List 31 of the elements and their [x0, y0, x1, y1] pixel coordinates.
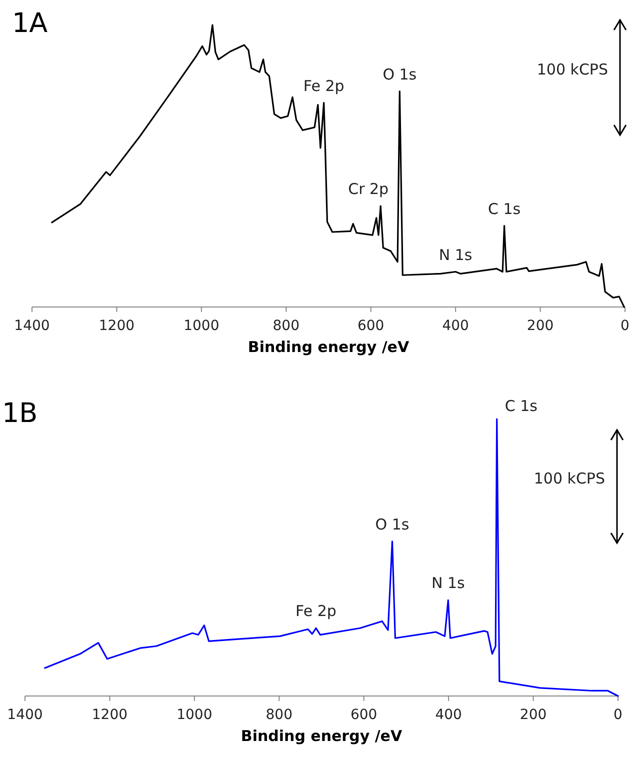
annotation: 100 kCPS [534, 470, 605, 488]
x-tick-label: 400 [442, 318, 469, 334]
chart-title: 1B [2, 398, 38, 429]
x-tick-label: 800 [272, 318, 300, 334]
annotation: O 1s [382, 65, 417, 84]
x-axis-title: Binding energy /eV [248, 338, 410, 356]
annotation: Cr 2p [348, 180, 389, 198]
x-tick-label: 0 [614, 707, 622, 723]
annotation: Fe 2p [296, 602, 336, 620]
annotation: N 1s [438, 246, 472, 264]
x-tick-label: 1000 [176, 707, 212, 723]
x-tick-label: 600 [350, 707, 378, 723]
x-tick-label: 600 [357, 318, 384, 334]
annotation: Fe 2p [303, 76, 344, 95]
chart-title: 1A [12, 8, 48, 39]
annotation: C 1s [488, 200, 521, 218]
x-tick-label: 1200 [98, 318, 135, 334]
x-tick-label: 1200 [92, 707, 128, 723]
x-tick-label: 200 [520, 707, 547, 723]
x-tick-label: 200 [526, 318, 554, 334]
x-tick-label: 1400 [14, 318, 50, 334]
x-tick-label: 0 [620, 318, 630, 334]
x-tick-label: 1400 [7, 707, 43, 723]
x-axis-title: Binding energy /eV [240, 727, 402, 745]
x-tick-label: 800 [266, 707, 293, 723]
annotation: O 1s [375, 515, 410, 534]
annotation: 100 kCPS [536, 60, 608, 78]
x-tick-label: 1000 [184, 318, 220, 334]
annotation: N 1s [431, 574, 465, 592]
annotation: C 1s [504, 397, 538, 415]
x-tick-label: 400 [435, 707, 462, 723]
